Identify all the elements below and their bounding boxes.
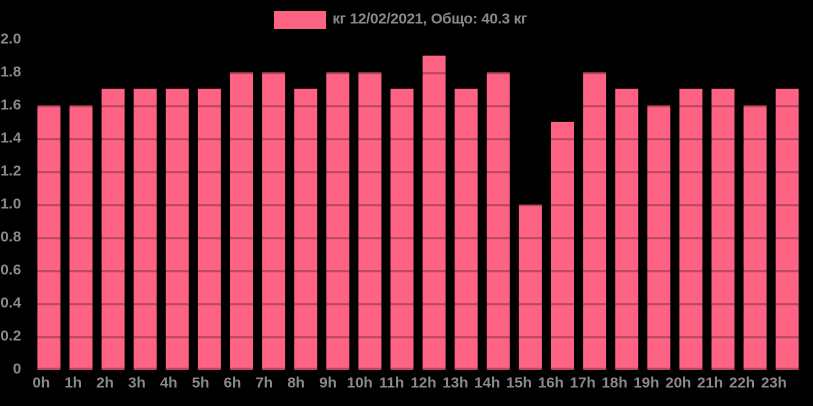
svg-text:0.4: 0.4: [0, 295, 22, 312]
svg-text:21h: 21h: [697, 374, 723, 391]
svg-text:8h: 8h: [287, 374, 305, 391]
svg-text:14h: 14h: [474, 374, 500, 391]
svg-text:20h: 20h: [665, 374, 691, 391]
svg-text:1.4: 1.4: [0, 130, 22, 147]
svg-text:0.8: 0.8: [0, 229, 21, 246]
svg-text:16h: 16h: [538, 374, 564, 391]
svg-text:2.0: 2.0: [0, 31, 21, 48]
svg-text:19h: 19h: [633, 374, 659, 391]
svg-text:4h: 4h: [160, 374, 178, 391]
svg-text:10h: 10h: [347, 374, 373, 391]
svg-text:0h: 0h: [33, 374, 51, 391]
svg-text:7h: 7h: [255, 374, 273, 391]
svg-text:0.2: 0.2: [0, 328, 21, 345]
svg-text:22h: 22h: [729, 374, 755, 391]
svg-text:0.6: 0.6: [0, 262, 21, 279]
svg-text:9h: 9h: [319, 374, 337, 391]
svg-text:1h: 1h: [64, 374, 82, 391]
svg-text:15h: 15h: [506, 374, 532, 391]
svg-text:кг 12/02/2021, Общо: 40.3 кг: кг 12/02/2021, Общо: 40.3 кг: [333, 11, 528, 28]
svg-text:13h: 13h: [442, 374, 468, 391]
svg-text:2h: 2h: [96, 374, 114, 391]
svg-text:1.0: 1.0: [0, 196, 21, 213]
svg-text:12h: 12h: [411, 374, 437, 391]
svg-text:1.2: 1.2: [0, 163, 21, 180]
svg-text:23h: 23h: [761, 374, 787, 391]
svg-text:18h: 18h: [602, 374, 628, 391]
svg-text:1.6: 1.6: [0, 97, 21, 114]
svg-text:17h: 17h: [570, 374, 596, 391]
svg-text:0: 0: [13, 361, 21, 378]
svg-text:1.8: 1.8: [0, 64, 21, 81]
svg-text:6h: 6h: [224, 374, 242, 391]
svg-text:11h: 11h: [379, 374, 404, 391]
svg-text:3h: 3h: [128, 374, 146, 391]
svg-text:5h: 5h: [192, 374, 210, 391]
